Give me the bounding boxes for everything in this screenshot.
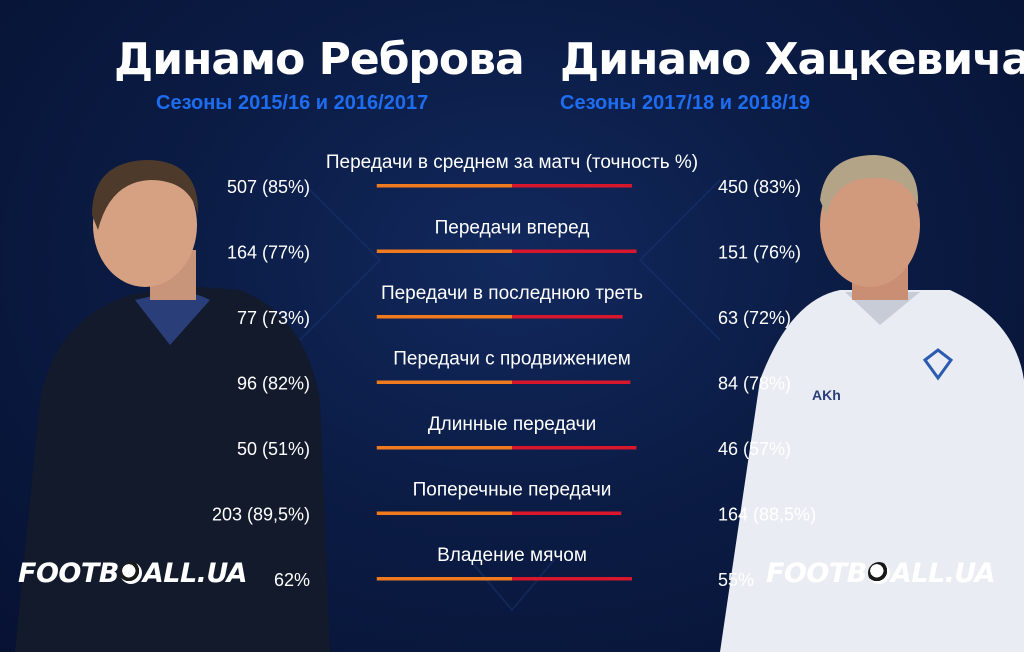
category-label: Передачи в среднем за матч (точность %) <box>326 152 698 173</box>
logo-text-prefix: FOOTB <box>18 558 119 589</box>
right-logo: FOOTB ALL.UA <box>766 558 996 589</box>
left-bar <box>376 511 512 515</box>
left-bar <box>376 249 512 253</box>
right-title: Динамо Хацкевича <box>560 34 1024 85</box>
category-label: Поперечные передачи <box>413 480 612 501</box>
right-value-label: 55% <box>718 570 754 590</box>
shirt-brand-mark: AKh <box>812 387 841 403</box>
category-label: Передачи с продвижением <box>393 349 631 370</box>
right-value-label: 63 (72%) <box>718 308 791 328</box>
right-value-label: 151 (76%) <box>718 243 801 263</box>
right-bar <box>512 577 632 581</box>
category-label: Передачи вперед <box>435 218 590 239</box>
left-subtitle: Сезоны 2015/16 и 2016/2017 <box>156 92 429 114</box>
left-value-label: 50 (51%) <box>237 439 310 459</box>
club-crest-icon <box>922 348 954 381</box>
left-bar <box>376 315 512 319</box>
left-bar <box>376 184 512 188</box>
left-value-label: 203 (89,5%) <box>212 505 310 525</box>
left-bar <box>376 446 512 450</box>
left-value-label: 164 (77%) <box>227 243 310 263</box>
right-bar <box>512 380 631 384</box>
category-label: Передачи в последнюю треть <box>381 283 643 304</box>
left-title: Динамо Реброва <box>114 34 525 85</box>
right-value-label: 46 (57%) <box>718 439 791 459</box>
right-value-label: 84 (78%) <box>718 374 791 394</box>
right-bar <box>512 446 637 450</box>
left-bar <box>376 577 512 581</box>
left-value-label: 62% <box>274 570 310 590</box>
right-value-label: 164 (88,5%) <box>718 505 816 525</box>
logo-text-suffix: ALL.UA <box>890 558 996 589</box>
football-icon <box>867 562 890 584</box>
right-value-label: 450 (83%) <box>718 177 801 197</box>
right-bar <box>512 511 622 515</box>
category-label: Длинные передачи <box>428 414 596 435</box>
left-value-label: 507 (85%) <box>227 177 310 197</box>
left-logo: FOOTB ALL.UA <box>18 558 248 589</box>
right-bar <box>512 315 623 319</box>
right-bar <box>512 184 633 188</box>
left-bar <box>376 380 512 384</box>
left-value-label: 96 (82%) <box>237 374 310 394</box>
category-label: Владение мячом <box>437 545 587 566</box>
left-value-label: 77 (73%) <box>237 308 310 328</box>
logo-text-prefix: FOOTB <box>766 558 867 589</box>
right-bar <box>512 249 637 253</box>
right-subtitle: Сезоны 2017/18 и 2018/19 <box>560 92 810 114</box>
football-icon <box>119 562 142 584</box>
logo-text-suffix: ALL.UA <box>142 558 248 589</box>
